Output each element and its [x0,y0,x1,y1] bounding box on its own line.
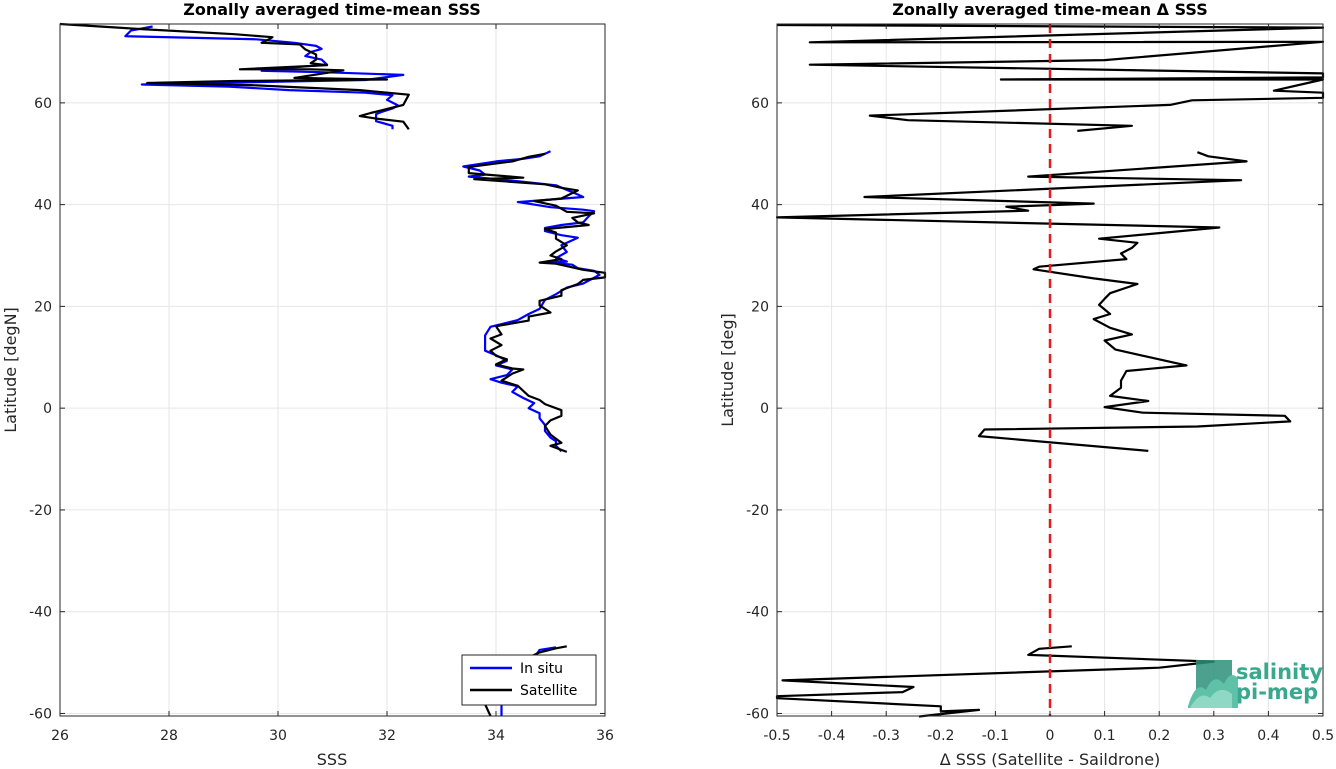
salinity-pi-mep-logo: salinity pi-mep [1188,660,1323,708]
x-tick-label: 26 [51,728,69,744]
right-chart-x-ticks: -0.5 -0.4 -0.3 -0.2 -0.1 0 0.1 0.2 0.3 0.4 0.5 [763,24,1334,744]
y-tick-label: 20 [751,299,769,315]
logo-wave-icon [1188,660,1238,708]
left-chart-title: Zonally averaged time-mean SSS [183,0,481,19]
x-tick-label: -0.3 [873,728,900,744]
y-tick-label: -40 [29,605,52,621]
left-chart-axes-box [59,23,606,717]
series-line-satellite-segment-1 [467,152,607,453]
x-tick-label: 0.1 [1093,728,1115,744]
y-tick-label: 60 [751,96,769,112]
x-tick-label: -0.5 [763,728,790,744]
x-tick-label: 0.3 [1203,728,1225,744]
y-tick-label: -40 [746,605,769,621]
y-tick-label: 0 [43,401,52,417]
legend-box [461,654,597,706]
x-tick-label: -0.2 [927,728,954,744]
series-line-delta-sss-segment-2 [775,645,1215,718]
series-line-delta-sss-segment-0 [776,23,1325,132]
x-tick-label: -0.4 [818,728,845,744]
right-chart-series [775,23,1325,718]
left-chart-panel: Zonally averaged time-mean SSS 26 28 30 32 3… [1,0,614,769]
y-tick-label: 40 [751,198,769,214]
x-tick-label: 34 [487,728,505,744]
y-tick-label: 40 [34,198,52,214]
x-tick-label: -0.1 [982,728,1009,744]
x-tick-label: 0.2 [1148,728,1170,744]
left-chart-series [59,22,607,717]
right-chart-panel: Zonally averaged time-mean Δ SSS -0.5 -0.… [718,0,1334,769]
left-chart-legend: In situ Satellite [461,654,597,706]
legend-label-in-situ: In situ [520,661,563,677]
series-line-satellite-segment-0 [59,22,410,130]
right-chart-x-label: Δ SSS (Satellite - Saildrone) [940,750,1161,769]
x-tick-label: 0.4 [1257,728,1279,744]
right-chart-title: Zonally averaged time-mean Δ SSS [892,0,1208,19]
left-chart-x-ticks: 26 28 30 32 34 36 [51,24,614,744]
series-line-delta-sss-segment-1 [775,151,1292,452]
y-tick-label: 0 [760,401,769,417]
y-tick-label: -60 [746,706,769,722]
right-chart-y-label: Latitude [deg] [718,313,737,427]
y-tick-label: -20 [29,503,52,519]
legend-label-satellite: Satellite [520,683,577,699]
right-chart-y-ticks: -60 -40 -20 0 20 40 60 [746,96,1323,722]
x-tick-label: 0.5 [1312,728,1334,744]
series-line-in-situ-segment-1 [462,150,601,453]
left-chart-y-ticks: -60 -40 -20 0 20 40 60 [29,96,605,722]
x-tick-label: 28 [160,728,178,744]
y-tick-label: 60 [34,96,52,112]
logo-text-line1: salinity [1236,660,1323,684]
y-tick-label: 20 [34,299,52,315]
x-tick-label: 36 [596,728,614,744]
left-chart-y-label: Latitude [degN] [1,307,20,433]
x-tick-label: 0 [1046,728,1055,744]
x-tick-label: 32 [378,728,396,744]
y-tick-label: -20 [746,503,769,519]
x-tick-label: 30 [269,728,287,744]
y-tick-label: -60 [29,706,52,722]
logo-text-line2: pi-mep [1236,680,1318,704]
left-chart-x-label: SSS [317,750,347,769]
